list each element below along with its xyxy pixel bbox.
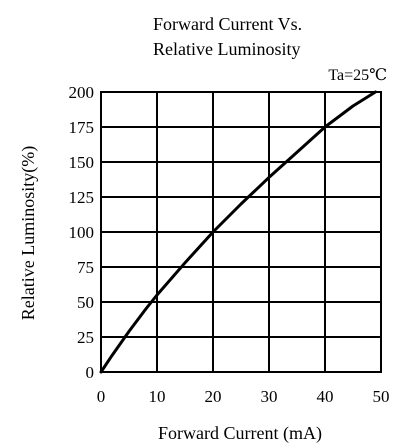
series-layer [99,90,377,374]
x-axis-label: Forward Current (mA) [158,423,322,444]
y-tick-label: 200 [69,83,95,102]
x-tick-label: 0 [97,387,106,406]
tick-labels: 0 10 20 30 40 50 0 25 50 75 100 125 150 175 200 [69,83,390,406]
series-line [99,90,377,374]
y-tick-label: 150 [69,153,95,172]
y-tick-label: 0 [86,363,95,382]
x-tick-label: 20 [205,387,222,406]
y-tick-label: 175 [69,118,95,137]
y-axis-label: Relative Luminosity(%) [18,146,39,320]
y-tick-label: 25 [77,328,94,347]
chart-title-line2: Relative Luminosity [153,39,300,59]
x-tick-label: 40 [317,387,334,406]
x-tick-label: 30 [261,387,278,406]
y-tick-label: 75 [77,258,94,277]
x-tick-label: 10 [149,387,166,406]
temperature-condition: Ta=25℃ [328,67,387,84]
x-tick-label: 50 [373,387,390,406]
y-tick-label: 50 [77,293,94,312]
y-tick-label: 100 [69,223,95,242]
y-tick-label: 125 [69,188,95,207]
chart-title-line1: Forward Current Vs. [153,14,302,34]
grid [100,91,382,373]
